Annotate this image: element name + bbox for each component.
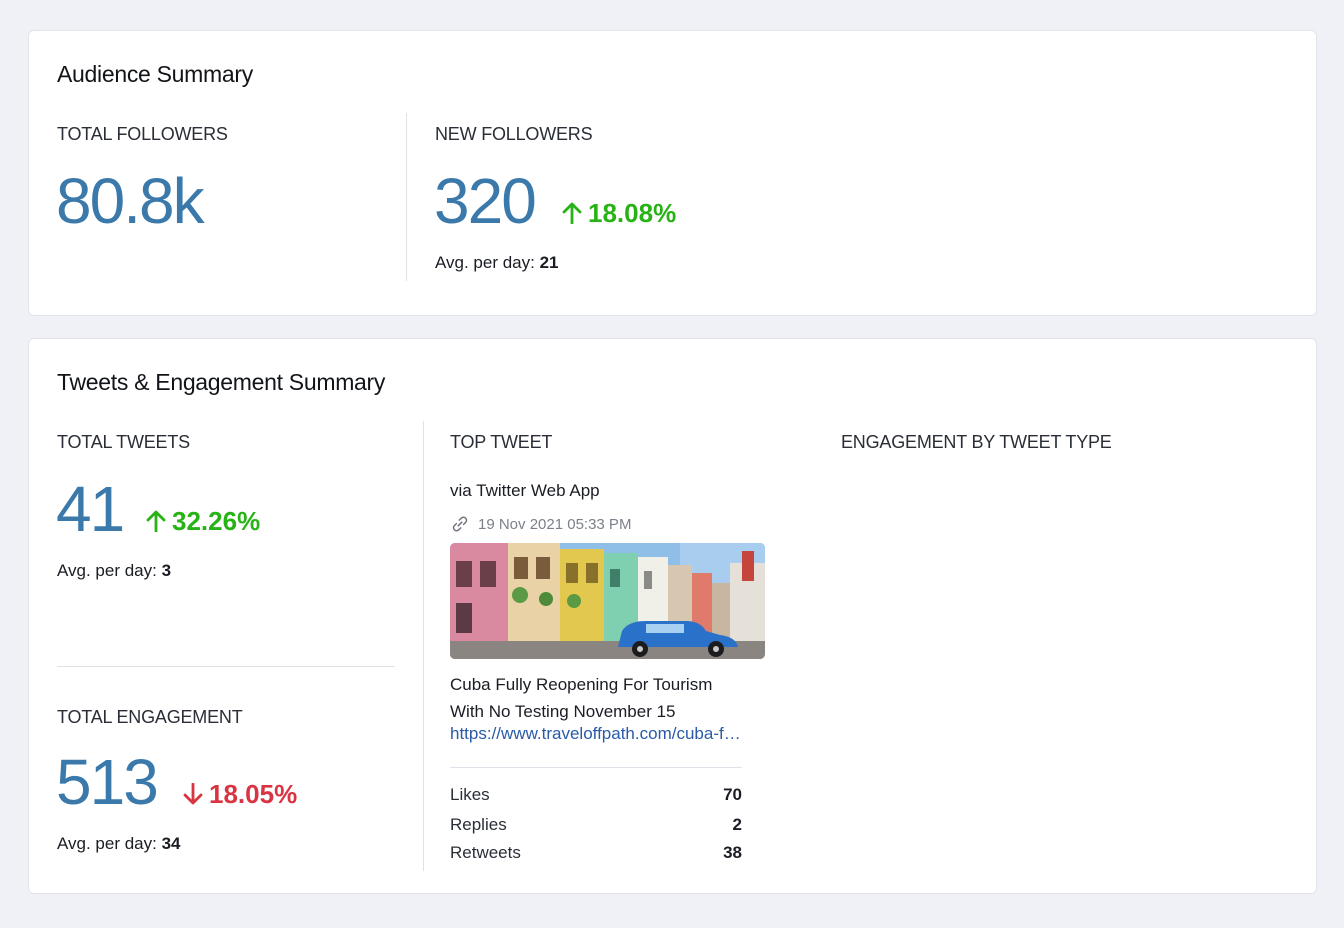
stat-label: Retweets	[450, 843, 521, 862]
arrow-up-icon	[146, 510, 166, 532]
total-followers-label: TOTAL FOLLOWERS	[57, 124, 228, 144]
audience-summary-card: Audience Summary TOTAL FOLLOWERS 80.8k N…	[28, 30, 1317, 316]
top-tweet-date-row[interactable]: 19 Nov 2021 05:33 PM	[450, 514, 631, 534]
avg-label: Avg. per day:	[57, 561, 157, 580]
top-tweet-label: TOP TWEET	[450, 432, 553, 452]
avg-label: Avg. per day:	[435, 253, 535, 272]
avg-value: 3	[161, 561, 172, 580]
tweets-column-divider	[423, 421, 424, 871]
arrow-down-icon	[183, 783, 203, 805]
new-followers-value: 320	[434, 165, 537, 237]
total-followers-value: 80.8k	[56, 165, 205, 237]
total-engagement-delta: 18.05%	[183, 781, 297, 807]
top-tweet-source: via Twitter Web App	[450, 481, 600, 500]
stat-label: Likes	[450, 785, 490, 804]
avg-value: 21	[539, 253, 559, 272]
new-followers-label: NEW FOLLOWERS	[435, 124, 593, 144]
top-tweet-image[interactable]	[450, 543, 765, 659]
link-icon[interactable]	[450, 514, 470, 534]
stat-row-likes: Likes 70	[450, 785, 742, 805]
engagement-by-type-label: ENGAGEMENT BY TWEET TYPE	[841, 432, 1112, 452]
tweets-engagement-card: Tweets & Engagement Summary TOTAL TWEETS…	[28, 338, 1317, 894]
audience-divider	[406, 113, 407, 281]
total-engagement-value: 513	[56, 746, 159, 818]
audience-summary-title: Audience Summary	[57, 61, 253, 87]
top-tweet-date: 19 Nov 2021 05:33 PM	[478, 515, 632, 533]
total-engagement-delta-text: 18.05%	[209, 779, 298, 809]
new-followers-avg: Avg. per day: 21	[435, 253, 559, 273]
stat-value: 70	[723, 785, 742, 804]
avg-value: 34	[161, 834, 181, 853]
total-tweets-label: TOTAL TWEETS	[57, 432, 190, 452]
new-followers-delta: 18.08%	[562, 200, 676, 226]
stat-label: Replies	[450, 815, 507, 834]
tweets-engagement-divider	[57, 666, 395, 667]
stat-value: 2	[732, 815, 742, 834]
tweets-engagement-title: Tweets & Engagement Summary	[57, 369, 386, 395]
top-tweet-text: Cuba Fully Reopening For Tourism With No…	[450, 675, 713, 721]
stat-row-replies: Replies 2	[450, 815, 742, 835]
stat-row-retweets: Retweets 38	[450, 843, 742, 863]
arrow-up-icon	[562, 202, 582, 224]
total-tweets-delta-text: 32.26%	[172, 506, 261, 536]
new-followers-delta-text: 18.08%	[588, 198, 677, 228]
top-tweet-stats-divider	[450, 767, 742, 768]
total-tweets-value: 41	[56, 473, 125, 545]
total-engagement-avg: Avg. per day: 34	[57, 834, 181, 854]
total-engagement-label: TOTAL ENGAGEMENT	[57, 707, 243, 727]
stat-value: 38	[723, 843, 742, 862]
street-photo	[450, 543, 765, 659]
top-tweet-link[interactable]: https://www.traveloffpath.com/cuba-fully…	[450, 724, 744, 743]
total-tweets-avg: Avg. per day: 3	[57, 561, 171, 581]
total-tweets-delta: 32.26%	[146, 508, 260, 534]
avg-label: Avg. per day:	[57, 834, 157, 853]
